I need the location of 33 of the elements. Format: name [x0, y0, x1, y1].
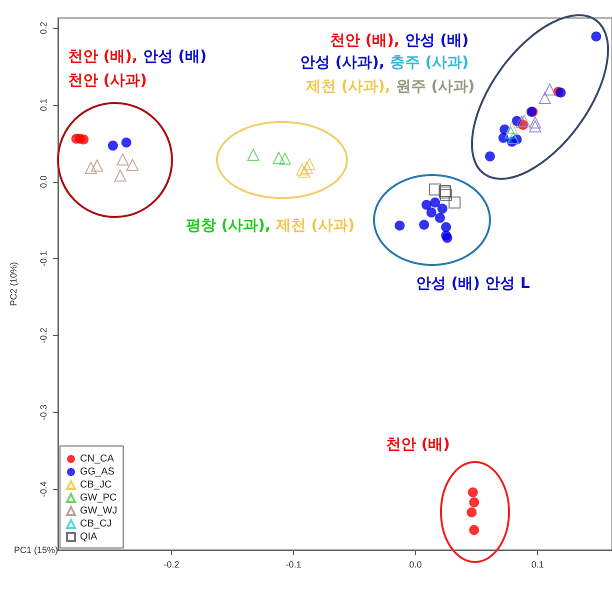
y-tick-label: -0.1 [38, 250, 48, 266]
legend-label: GW_WJ [80, 506, 118, 516]
annotation: 평창 (사과), [186, 216, 271, 234]
annotation: 천안 (배), [330, 31, 400, 49]
annotation: 천안 (배) [386, 435, 450, 453]
x-tick-label: 0.0 [409, 560, 422, 570]
legend-label: CN_CA [80, 454, 114, 464]
x-tick-label: -0.2 [164, 560, 180, 570]
legend-label: GW_PC [80, 492, 117, 504]
legend-label: CB_JC [80, 480, 112, 490]
annotation: 천안 (배), [68, 47, 138, 65]
legend-label: GG_AS [80, 466, 115, 478]
y-tick-label: -0.3 [38, 404, 48, 420]
x-tick-label: -0.1 [286, 560, 302, 570]
annotation: 제천 (사과), [305, 77, 391, 95]
annotation: 충주 (사과) [390, 53, 469, 71]
annotation: 천안 (사과) [68, 71, 147, 89]
y-axis-title: PC2 (10%) [8, 262, 18, 306]
y-tick-label: -0.4 [38, 482, 48, 498]
legend-label: CB_CJ [80, 518, 112, 530]
y-tick-label: 0.0 [38, 175, 48, 188]
legend-label: QIA [80, 532, 98, 542]
y-tick-label: 0.2 [38, 22, 48, 34]
annotation: 안성 (배) [142, 47, 207, 65]
y-tick-label: -0.2 [38, 328, 48, 344]
x-tick-label: 0.1 [531, 560, 544, 570]
annotation: 안성 (배) [404, 31, 469, 49]
annotation: 안성 (배) 안성 L [416, 274, 530, 292]
annotation: 원주 (사과) [396, 77, 475, 95]
x-axis-title: PC1 (15%) [14, 545, 58, 555]
y-tick-label: 0.1 [38, 98, 48, 112]
annotation: 제천 (사과) [274, 216, 355, 234]
annotation: 안성 (사과), [300, 53, 385, 71]
